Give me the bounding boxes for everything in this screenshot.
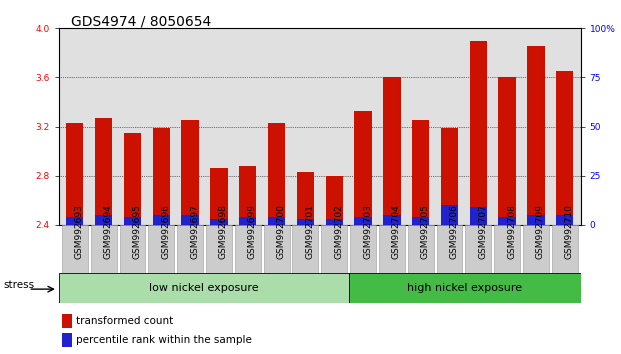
Bar [297,219,314,225]
Text: GSM992710: GSM992710 [564,205,574,259]
Bar [494,225,520,273]
Bar [264,225,289,273]
Bar [239,217,256,225]
Bar [379,225,405,273]
Bar [465,225,491,273]
Text: GSM992706: GSM992706 [450,205,458,259]
Bar [211,219,227,225]
Bar [59,273,349,303]
Bar [124,217,141,225]
Text: GSM992697: GSM992697 [190,205,199,259]
Bar [408,225,433,273]
Bar [469,41,487,225]
Bar [441,128,458,225]
Bar [268,123,285,225]
Bar [177,225,203,273]
Bar [350,225,376,273]
Text: GSM992696: GSM992696 [161,205,170,259]
Bar [355,217,372,225]
Bar [239,166,256,225]
Text: GSM992705: GSM992705 [420,205,430,259]
Text: GSM992703: GSM992703 [363,205,372,259]
Bar [211,168,227,225]
Bar [148,225,175,273]
Text: stress: stress [3,280,34,290]
Bar [119,225,145,273]
Bar [412,120,429,225]
Text: GSM992702: GSM992702 [334,205,343,259]
Bar [181,120,199,225]
Bar [325,219,343,225]
Text: high nickel exposure: high nickel exposure [407,282,522,293]
Bar [325,176,343,225]
Bar [206,225,232,273]
Text: percentile rank within the sample: percentile rank within the sample [76,335,252,345]
Bar [292,225,319,273]
Text: GSM992708: GSM992708 [507,205,516,259]
Bar [95,215,112,225]
Bar [95,118,112,225]
Text: GSM992699: GSM992699 [248,205,256,259]
Bar [556,215,573,225]
Text: GSM992700: GSM992700 [276,205,286,259]
Bar [552,225,578,273]
Bar [66,123,83,225]
Bar [62,314,71,328]
Bar [297,172,314,225]
Bar [383,215,401,225]
Text: GDS4974 / 8050654: GDS4974 / 8050654 [71,14,212,28]
Bar [523,225,549,273]
Bar [412,217,429,225]
Bar [349,273,581,303]
Bar [556,71,573,225]
Bar [437,225,463,273]
Bar [499,217,516,225]
Text: GSM992694: GSM992694 [104,205,112,259]
Text: GSM992698: GSM992698 [219,205,228,259]
Bar [91,225,117,273]
Bar [153,215,170,225]
Bar [62,225,88,273]
Text: GSM992709: GSM992709 [536,205,545,259]
Bar [181,215,199,225]
Bar [66,217,83,225]
Bar [268,217,285,225]
Bar [355,110,372,225]
Text: transformed count: transformed count [76,316,173,326]
Bar [499,78,516,225]
Text: GSM992707: GSM992707 [478,205,487,259]
Text: GSM992693: GSM992693 [75,205,84,259]
Bar [527,46,545,225]
Bar [124,133,141,225]
Bar [153,128,170,225]
Bar [527,215,545,225]
Bar [383,78,401,225]
Bar [62,333,71,347]
Bar [321,225,347,273]
Bar [441,205,458,225]
Text: low nickel exposure: low nickel exposure [149,282,259,293]
Bar [235,225,261,273]
Bar [469,207,487,225]
Text: GSM992704: GSM992704 [392,205,401,259]
Text: GSM992701: GSM992701 [306,205,314,259]
Text: GSM992695: GSM992695 [132,205,142,259]
